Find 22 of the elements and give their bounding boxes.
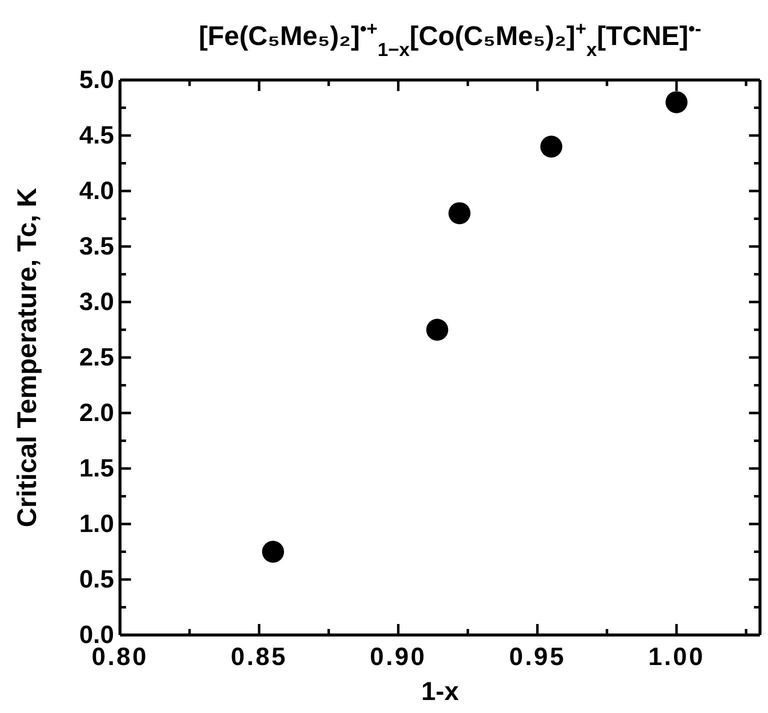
y-tick-label: 1.0 <box>79 510 114 538</box>
y-tick-label: 2.0 <box>79 399 114 427</box>
x-tick-label: 0.95 <box>509 642 566 671</box>
point <box>666 91 688 114</box>
point <box>262 540 284 563</box>
x-tick-label: 1.00 <box>648 642 705 671</box>
x-tick-label: 0.85 <box>230 642 288 671</box>
y-tick-label: 0.5 <box>79 566 114 594</box>
y-tick-label: 1.5 <box>79 454 114 482</box>
y-tick-label: 4.5 <box>79 122 114 150</box>
point <box>426 318 448 341</box>
y-tick-label: 5.0 <box>79 66 114 94</box>
y-axis-title: Critical Temperature, Tc, K <box>12 187 42 528</box>
y-tick-label: 3.0 <box>79 288 114 316</box>
x-axis-title: 1-x <box>421 676 460 706</box>
x-tick-label: 0.90 <box>370 642 427 671</box>
y-tick-label: 4.0 <box>79 177 114 205</box>
chart-title: [Fe(C₅Me₅)₂]$^{•+}$$_{1−x}$[Co(C₅Me₅)₂]$^{+}$$_{x}$[TCNE]$^{•-}$ <box>198 18 702 60</box>
y-tick-label: 2.5 <box>79 344 114 372</box>
y-tick-label: 3.5 <box>79 232 114 260</box>
point <box>540 136 562 158</box>
point <box>448 202 470 224</box>
